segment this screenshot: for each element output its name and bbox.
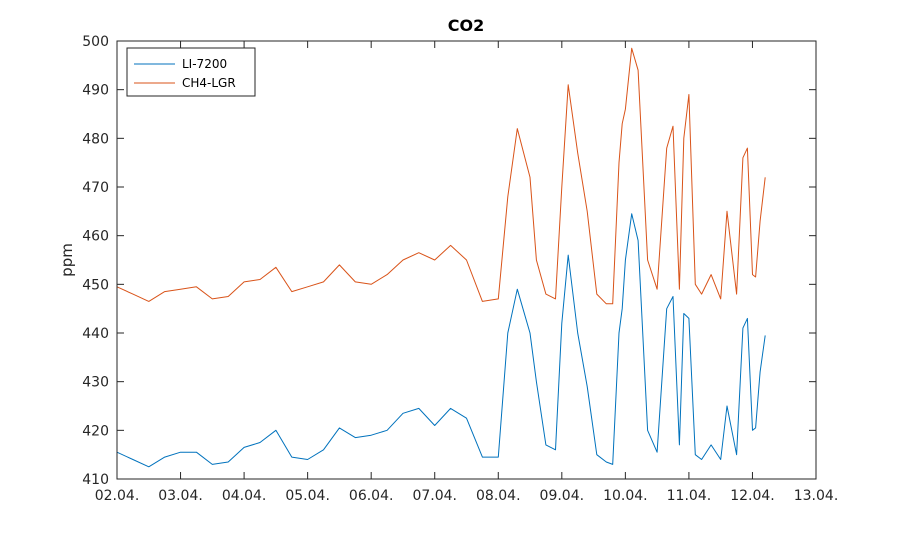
x-tick-label: 05.04. (285, 488, 330, 504)
series-line-li-7200 (116, 213, 766, 468)
y-axis-label: ppm (58, 243, 76, 277)
y-tick-label: 430 (82, 375, 109, 391)
x-tick-label: 10.04. (603, 488, 648, 504)
axes-box (116, 40, 817, 480)
y-tick-label: 450 (82, 277, 109, 293)
legend-label-ch4-lgr: CH4-LGR (182, 76, 236, 90)
y-ticks: 410 420 430 440 450 460 470 480 490 500 (82, 34, 816, 488)
y-tick-label: 420 (82, 423, 109, 439)
legend: LI-7200 CH4-LGR (126, 47, 256, 97)
legend-label-li-7200: LI-7200 (182, 57, 227, 71)
y-tick-label: 490 (82, 83, 109, 99)
x-tick-label: 02.04. (95, 488, 140, 504)
x-tick-label: 07.04. (412, 488, 457, 504)
y-tick-label: 500 (82, 34, 109, 50)
y-tick-label: 480 (82, 131, 109, 147)
x-tick-label: 06.04. (349, 488, 394, 504)
legend-box (126, 47, 256, 97)
y-tick-label: 460 (82, 229, 109, 245)
y-tick-label: 440 (82, 326, 109, 342)
x-tick-label: 13.04. (794, 488, 839, 504)
x-tick-label: 11.04. (667, 488, 712, 504)
x-tick-label: 03.04. (158, 488, 203, 504)
x-tick-label: 09.04. (540, 488, 585, 504)
x-tick-label: 12.04. (730, 488, 775, 504)
y-tick-label: 410 (82, 472, 109, 488)
axes (116, 40, 817, 480)
series-line-ch4-lgr (116, 47, 766, 305)
x-tick-label: 04.04. (222, 488, 267, 504)
series-layer (116, 47, 766, 468)
y-tick-label: 470 (82, 180, 109, 196)
x-ticks: 02.04. 03.04. 04.04. 05.04. 06.04. 07.04. 08.0… (95, 41, 839, 504)
chart-title: CO2 (448, 16, 484, 35)
x-tick-label: 08.04. (476, 488, 521, 504)
